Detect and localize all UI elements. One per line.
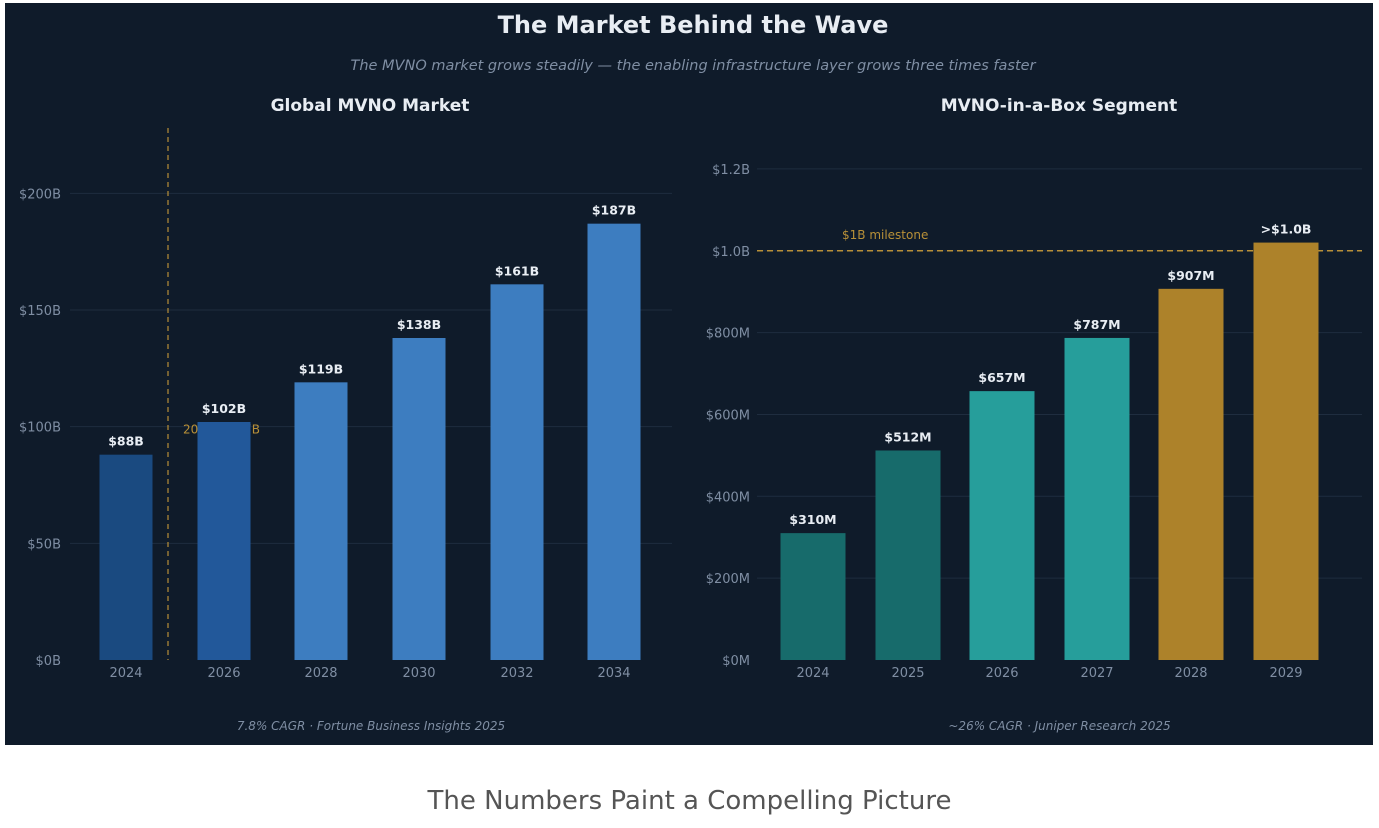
bar-2027 <box>1064 337 1130 660</box>
bar-value-label: $102B <box>202 401 246 416</box>
bar-value-label: $310M <box>789 512 836 527</box>
subtitle: The MVNO market grows steadily — the ena… <box>350 58 1036 74</box>
bar-2028 <box>294 382 348 660</box>
chart-title: Global MVNO Market <box>271 96 470 116</box>
y-tick-label: $0M <box>722 654 750 669</box>
bar-2028 <box>1158 288 1224 660</box>
bar-2024 <box>780 533 846 660</box>
x-tick-label: 2028 <box>304 666 337 681</box>
bar-2026 <box>969 391 1035 660</box>
bar-value-label: $119B <box>299 361 343 376</box>
x-tick-label: 2026 <box>985 666 1018 681</box>
bar-value-label: $907M <box>1167 268 1214 283</box>
y-tick-label: $1.0B <box>712 245 750 260</box>
bar-value-label: $787M <box>1073 317 1120 332</box>
bar-2025 <box>875 450 941 660</box>
x-tick-label: 2032 <box>500 666 533 681</box>
x-tick-label: 2026 <box>207 666 240 681</box>
y-tick-label: $0B <box>36 654 61 669</box>
chart-title: MVNO-in-a-Box Segment <box>941 96 1178 116</box>
bar-value-label: $657M <box>978 370 1025 385</box>
y-tick-label: $400M <box>706 490 750 505</box>
y-tick-label: $50B <box>27 537 61 552</box>
main-title: The Market Behind the Wave <box>498 11 889 39</box>
bar-value-label: $138B <box>397 317 441 332</box>
y-tick-label: $200M <box>706 572 750 587</box>
bar-2026 <box>197 422 251 660</box>
bar-2024 <box>99 454 153 660</box>
bar-2030 <box>392 338 446 660</box>
y-tick-label: $200B <box>19 187 61 202</box>
milestone-label: $1B milestone <box>842 228 928 242</box>
bar-value-label: $187B <box>592 203 636 218</box>
x-tick-label: 2025 <box>891 666 924 681</box>
y-tick-label: $600M <box>706 408 750 423</box>
x-tick-label: 2028 <box>1174 666 1207 681</box>
y-tick-label: $100B <box>19 421 61 436</box>
x-tick-label: 2027 <box>1080 666 1113 681</box>
page-caption: The Numbers Paint a Compelling Picture <box>427 786 952 816</box>
chart-footnote: 7.8% CAGR · Fortune Business Insights 20… <box>237 719 505 733</box>
x-tick-label: 2029 <box>1269 666 1302 681</box>
y-tick-label: $800M <box>706 327 750 342</box>
y-tick-label: $150B <box>19 304 61 319</box>
bar-2034 <box>587 223 641 660</box>
bar-value-label: $88B <box>108 434 144 449</box>
x-tick-label: 2024 <box>109 666 142 681</box>
x-tick-label: 2030 <box>402 666 435 681</box>
chart-footnote: ~26% CAGR · Juniper Research 2025 <box>948 719 1170 733</box>
bar-2032 <box>490 284 544 660</box>
bar-value-label: $161B <box>495 263 539 278</box>
bar-value-label: $512M <box>884 429 931 444</box>
bar-value-label: >$1.0B <box>1261 222 1312 237</box>
x-tick-label: 2034 <box>597 666 630 681</box>
y-tick-label: $1.2B <box>712 163 750 178</box>
x-tick-label: 2024 <box>796 666 829 681</box>
bar-2029 <box>1253 242 1319 661</box>
